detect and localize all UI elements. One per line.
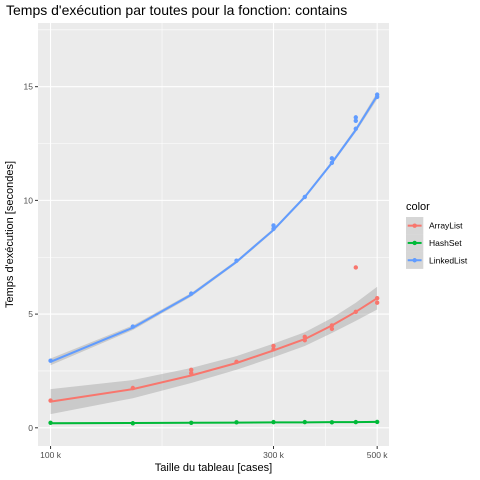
point-arraylist [189, 371, 194, 376]
point-hashset [48, 420, 53, 426]
point-arraylist [374, 295, 380, 301]
point-linkedlist [329, 160, 335, 166]
point-linkedlist [271, 223, 276, 228]
data-points [48, 92, 380, 426]
point-hashset [189, 420, 194, 426]
legend-label-linkedlist: LinkedList [429, 255, 468, 265]
x-tick-label: 300 k [263, 450, 285, 460]
y-tick-label: 15 [24, 82, 34, 92]
legend-label-arraylist: ArrayList [429, 221, 463, 231]
legend-title: color [406, 201, 430, 213]
point-arraylist [48, 398, 53, 403]
plot-panel [38, 23, 389, 446]
y-tick-label: 0 [28, 423, 33, 433]
point-arraylist [271, 347, 276, 352]
ribbon-arraylist [50, 286, 378, 415]
point-hashset [271, 419, 276, 425]
point-hashset [353, 419, 358, 425]
y-axis-title: Temps d'exécution [secondes] [4, 161, 16, 308]
point-linkedlist [329, 156, 335, 161]
point-hashset [302, 419, 307, 425]
point-arraylist [271, 343, 276, 349]
x-tick-label: 500 k [367, 450, 389, 460]
x-tick-label: 100 k [40, 450, 62, 460]
legend-point-hashset [412, 240, 417, 246]
x-axis: 100 k 300 k 500 k [40, 446, 388, 460]
y-axis: 0 5 10 15 [24, 82, 38, 433]
legend-point-arraylist [412, 223, 417, 228]
point-arraylist [234, 359, 239, 365]
point-arraylist [302, 334, 307, 340]
y-tick-label: 10 [24, 195, 34, 205]
point-arraylist [302, 338, 307, 343]
point-arraylist [374, 300, 380, 305]
grid-major [38, 23, 389, 446]
point-linkedlist [271, 226, 276, 232]
point-hashset [234, 420, 239, 425]
legend-label-hashset: HashSet [429, 238, 462, 248]
x-axis-title: Taille du tableau [cases] [155, 462, 272, 474]
point-hashset [374, 419, 380, 425]
point-linkedlist [302, 194, 307, 200]
point-arraylist [329, 326, 335, 332]
grid-minor [38, 23, 389, 446]
point-linkedlist [130, 324, 136, 329]
point-linkedlist [353, 126, 358, 131]
point-linkedlist [234, 258, 239, 263]
legend: color ArrayList HashSet LinkedList [406, 201, 468, 269]
point-linkedlist [353, 115, 358, 120]
point-arraylist [353, 265, 358, 270]
y-tick-label: 5 [28, 309, 33, 319]
point-hashset [329, 420, 335, 425]
point-arraylist [329, 323, 335, 328]
point-arraylist [353, 309, 358, 315]
point-arraylist [189, 367, 194, 373]
chart-title: Temps d'exécution par toutes pour la fon… [6, 2, 347, 18]
point-linkedlist [48, 358, 53, 363]
legend-point-linkedlist [412, 258, 417, 263]
point-linkedlist [189, 291, 194, 296]
point-linkedlist [353, 118, 358, 123]
point-arraylist [130, 385, 136, 391]
point-hashset [130, 421, 136, 426]
point-linkedlist [374, 92, 380, 97]
